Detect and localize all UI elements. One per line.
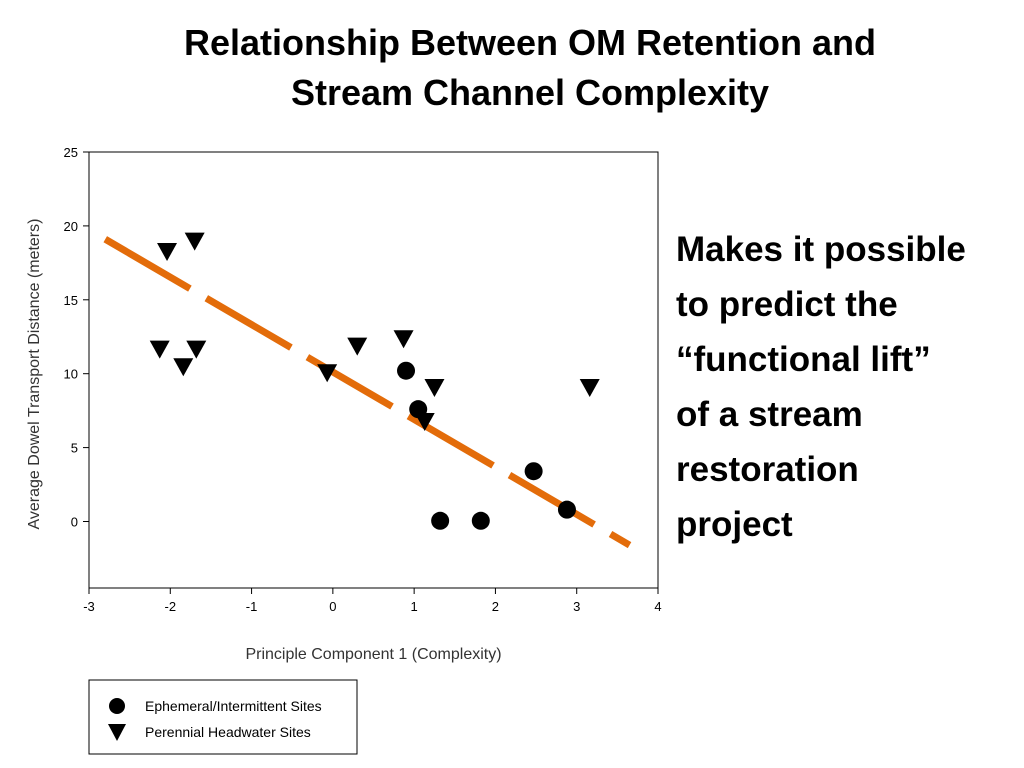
point-perennial (579, 378, 600, 397)
y-tick-label: 0 (71, 514, 78, 529)
x-tick-label: -2 (165, 599, 177, 614)
point-perennial (414, 412, 435, 431)
y-tick-label: 5 (71, 441, 78, 456)
x-tick-label: 0 (329, 599, 336, 614)
x-tick-label: -3 (83, 599, 95, 614)
slide-title-line-2: Stream Channel Complexity (290, 72, 770, 113)
axis-ticks: -3 -2 -1 0 1 2 3 4 0 5 10 15 20 25 (64, 145, 662, 614)
x-tick-label: 2 (492, 599, 499, 614)
point-perennial (347, 337, 368, 356)
legend: Ephemeral/Intermittent Sites Perennial H… (88, 679, 358, 755)
y-tick-label: 20 (64, 219, 78, 234)
slide-title: Relationship Between OM Retention and St… (60, 18, 1000, 118)
legend-marker-triangle (108, 724, 126, 741)
x-axis-label: Principle Component 1 (Complexity) (245, 646, 501, 663)
plot-frame (88, 151, 659, 589)
point-ephemeral (431, 511, 450, 530)
legend-label-perennial: Perennial Headwater Sites (145, 724, 311, 740)
y-tick-label: 10 (64, 367, 78, 382)
legend-marker-circle (109, 698, 125, 714)
trend-line-group (103, 236, 632, 549)
x-tick-label: 4 (654, 599, 661, 614)
point-perennial (149, 340, 170, 359)
point-perennial (393, 330, 414, 349)
point-perennial (424, 378, 445, 397)
legend-label-ephemeral: Ephemeral/Intermittent Sites (145, 698, 322, 714)
point-ephemeral (524, 462, 543, 481)
point-ephemeral (471, 511, 490, 530)
y-tick-label: 25 (64, 145, 78, 160)
point-ephemeral (557, 500, 576, 519)
x-tick-label: 1 (411, 599, 418, 614)
y-tick-label: 15 (64, 293, 78, 308)
x-tick-label: -1 (246, 599, 258, 614)
point-perennial (173, 358, 194, 377)
legend-box (88, 679, 358, 755)
point-perennial (186, 340, 207, 359)
trend-line (103, 236, 632, 549)
x-tick-label: 3 (573, 599, 580, 614)
y-axis-label: Average Dowel Transport Distance (meters… (26, 219, 43, 530)
data-points (149, 232, 600, 530)
point-ephemeral (397, 361, 416, 380)
side-note: Makes it possible to predict the “functi… (676, 230, 966, 544)
point-perennial (317, 364, 338, 383)
point-perennial (184, 232, 205, 251)
point-perennial (157, 243, 178, 262)
slide-title-line-1: Relationship Between OM Retention and (183, 22, 877, 63)
